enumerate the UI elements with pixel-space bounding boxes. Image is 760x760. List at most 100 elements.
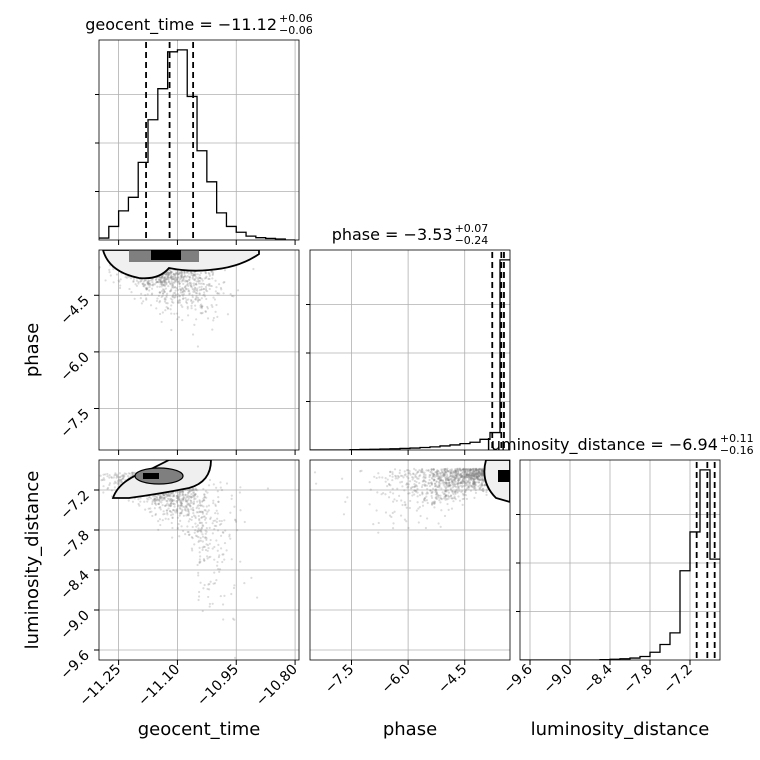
sample-point xyxy=(223,519,226,522)
sample-point xyxy=(213,524,216,527)
sample-point xyxy=(473,496,476,500)
sample-point xyxy=(182,498,185,501)
sample-point xyxy=(467,473,470,476)
sample-point xyxy=(159,281,162,284)
sample-point xyxy=(174,276,177,279)
sample-point xyxy=(175,509,179,513)
sample-point xyxy=(421,501,424,504)
sample-point xyxy=(128,287,131,291)
sample-point xyxy=(190,304,193,307)
sample-point xyxy=(220,288,223,291)
sample-point xyxy=(432,474,435,478)
sample-point xyxy=(460,474,463,477)
sample-point xyxy=(481,469,484,472)
sample-point xyxy=(482,480,486,483)
sample-point xyxy=(418,494,422,497)
sample-point xyxy=(474,478,477,481)
sample-point xyxy=(188,533,191,536)
sample-point xyxy=(166,502,169,505)
sample-point xyxy=(475,467,478,470)
sample-point xyxy=(168,272,171,275)
sample-point xyxy=(175,501,179,504)
sample-point xyxy=(473,483,477,486)
sample-point xyxy=(187,503,190,506)
sample-point xyxy=(176,511,179,514)
sample-point xyxy=(174,294,177,297)
x-tick-label: −9.0 xyxy=(540,662,575,697)
sample-point xyxy=(466,471,469,474)
sample-point xyxy=(205,283,209,287)
sample-point xyxy=(125,276,129,279)
sample-point xyxy=(163,496,166,500)
sample-point xyxy=(163,498,166,501)
sample-point xyxy=(256,596,259,599)
sample-point xyxy=(444,489,448,492)
sample-point xyxy=(170,312,173,315)
sample-point xyxy=(475,475,478,478)
sample-point xyxy=(186,514,190,517)
sample-point xyxy=(181,505,184,508)
sample-point xyxy=(457,479,460,482)
sample-point xyxy=(444,477,447,480)
sample-point xyxy=(187,490,191,493)
sample-point xyxy=(437,476,440,479)
sample-point xyxy=(168,271,171,274)
sample-point xyxy=(199,271,203,275)
sample-point xyxy=(407,483,410,486)
sample-point xyxy=(156,499,159,502)
sample-point xyxy=(194,292,198,295)
sample-point xyxy=(446,479,450,482)
sample-point xyxy=(146,281,150,284)
sample-point xyxy=(462,480,466,483)
sample-point xyxy=(428,475,431,479)
sample-point xyxy=(190,299,193,303)
sample-point xyxy=(192,274,195,277)
sample-point xyxy=(457,471,460,474)
sample-point xyxy=(473,486,476,489)
sample-point xyxy=(452,485,455,488)
sample-point xyxy=(176,497,179,500)
sample-point xyxy=(212,501,215,505)
sample-point xyxy=(207,595,210,599)
sample-point xyxy=(423,483,426,486)
sample-point xyxy=(449,471,452,474)
sample-point xyxy=(173,312,176,315)
sample-point xyxy=(208,602,212,606)
sample-point xyxy=(460,481,463,484)
sample-point xyxy=(481,473,485,476)
sample-point xyxy=(189,488,192,491)
sample-point xyxy=(388,514,392,517)
sample-point xyxy=(447,497,450,500)
sample-point xyxy=(179,512,182,515)
sample-point xyxy=(447,481,451,485)
sample-point xyxy=(182,289,185,292)
sample-point xyxy=(180,275,183,278)
sample-point xyxy=(432,467,435,471)
sample-point xyxy=(441,470,444,473)
sample-point xyxy=(190,492,193,496)
sample-point xyxy=(464,475,467,478)
sample-point xyxy=(360,469,363,472)
sample-point xyxy=(219,534,223,537)
sample-point xyxy=(151,499,154,502)
sample-point xyxy=(162,493,165,496)
sample-point xyxy=(229,292,232,296)
sample-point xyxy=(196,489,199,492)
sample-point xyxy=(177,494,180,497)
sample-point xyxy=(443,470,446,473)
sample-point xyxy=(474,470,477,473)
sample-point xyxy=(458,478,461,481)
sample-point xyxy=(396,477,399,480)
sample-point xyxy=(481,478,484,481)
sample-point xyxy=(445,475,448,479)
sample-point xyxy=(181,271,184,275)
sample-point xyxy=(470,474,473,477)
sample-point xyxy=(153,498,157,501)
sample-point xyxy=(189,495,193,498)
sample-point xyxy=(167,273,170,276)
sample-point xyxy=(137,282,140,285)
sample-point xyxy=(479,473,482,477)
sample-point xyxy=(473,484,476,488)
sample-point xyxy=(204,289,208,292)
sample-point xyxy=(199,510,202,514)
